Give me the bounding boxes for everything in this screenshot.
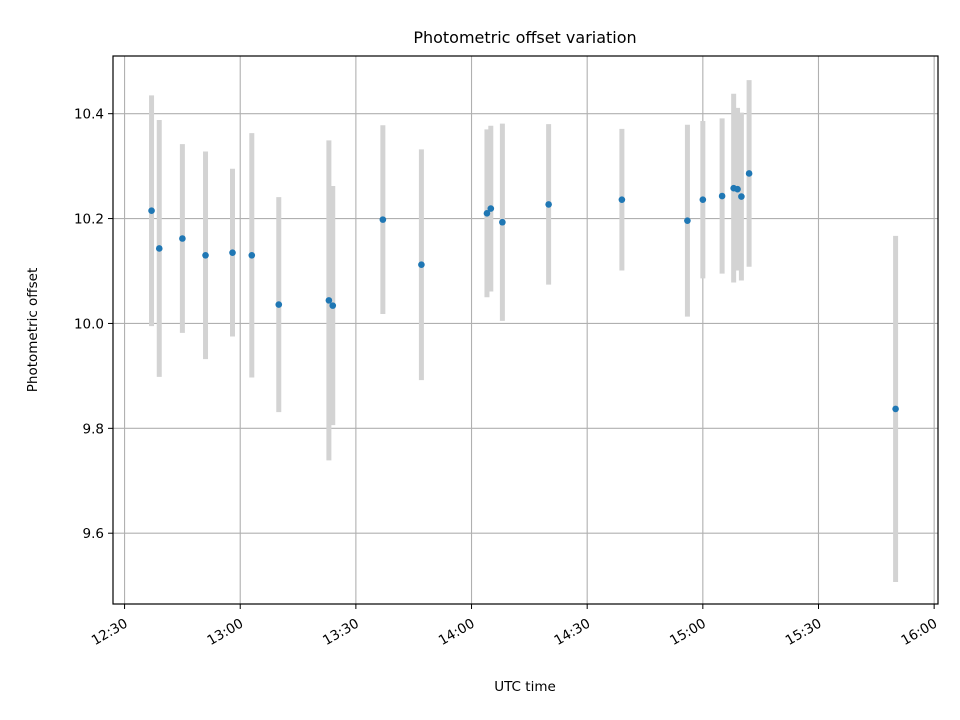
data-points [148, 170, 899, 413]
data-point [179, 235, 186, 242]
data-point [745, 170, 753, 177]
y-axis-label: Photometric offset [25, 268, 41, 392]
y-tick-label: 10.0 [74, 316, 104, 332]
y-tick-label: 9.6 [83, 526, 104, 542]
data-point [148, 207, 155, 214]
data-point [229, 249, 236, 256]
data-point [718, 192, 726, 200]
chart-title: Photometric offset variation [413, 28, 636, 47]
data-point [699, 196, 707, 203]
data-point [684, 217, 691, 224]
data-point [487, 205, 495, 212]
data-point [202, 251, 209, 259]
data-point [892, 405, 899, 413]
plot-frame [112, 55, 939, 605]
data-point [734, 185, 741, 193]
data-point [155, 245, 163, 252]
data-point [325, 297, 333, 304]
data-point [618, 196, 626, 203]
data-point [275, 301, 283, 308]
data-point [329, 302, 337, 309]
x-axis-label: UTC time [494, 679, 556, 695]
data-point [418, 261, 425, 269]
data-point [499, 218, 506, 226]
y-tick-label: 10.4 [74, 107, 104, 123]
data-point [738, 193, 745, 200]
data-point [545, 201, 552, 208]
data-point [483, 210, 491, 217]
data-point [379, 216, 387, 223]
y-tick-label: 10.2 [74, 212, 104, 228]
y-tick-label: 9.8 [83, 421, 104, 437]
y-axis-ticks: 9.6 9.8 10.0 10.2 10.4 [74, 107, 113, 542]
data-point [248, 251, 256, 259]
